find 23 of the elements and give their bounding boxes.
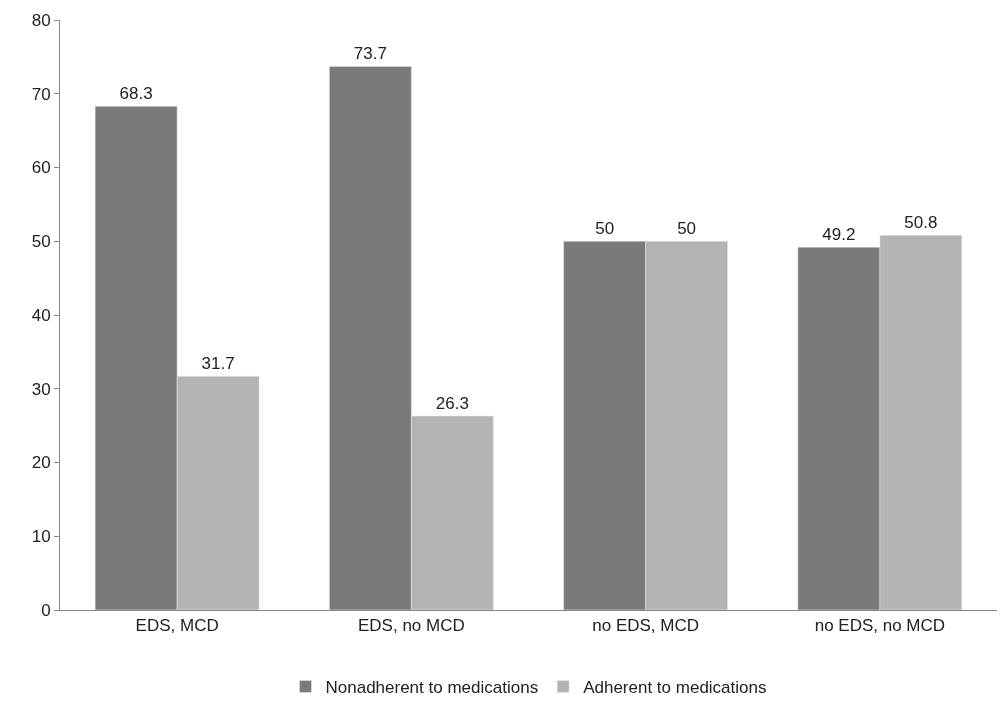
y-tick-label: 40	[31, 305, 51, 325]
y-tick-label: 20	[31, 453, 51, 473]
data-label: 26.3	[435, 394, 469, 414]
y-tick-label: 50	[31, 232, 51, 252]
x-tick-label: no EDS, no MCD	[814, 616, 946, 636]
x-tick-label: no EDS, MCD	[592, 616, 700, 636]
y-tick-label: 0	[41, 600, 51, 620]
y-tick-label: 70	[31, 84, 51, 104]
data-label: 49.2	[822, 225, 856, 245]
data-label: 73.7	[353, 44, 387, 64]
y-tick-label: 10	[31, 527, 51, 547]
legend-label: Nonadherent to medications	[325, 678, 539, 698]
legend-label: Adherent to medications	[583, 678, 767, 698]
data-label: 50	[595, 219, 615, 239]
data-label: 50.8	[904, 213, 938, 233]
y-tick-label: 30	[31, 379, 51, 399]
x-tick-label: EDS, no MCD	[358, 616, 465, 636]
x-tick-label: EDS, MCD	[135, 616, 219, 636]
y-tick-label: 60	[31, 158, 51, 178]
data-label: 68.3	[119, 84, 153, 104]
data-label: 50	[677, 219, 697, 239]
data-label: 31.7	[201, 354, 235, 374]
y-tick-label: 80	[31, 10, 51, 30]
